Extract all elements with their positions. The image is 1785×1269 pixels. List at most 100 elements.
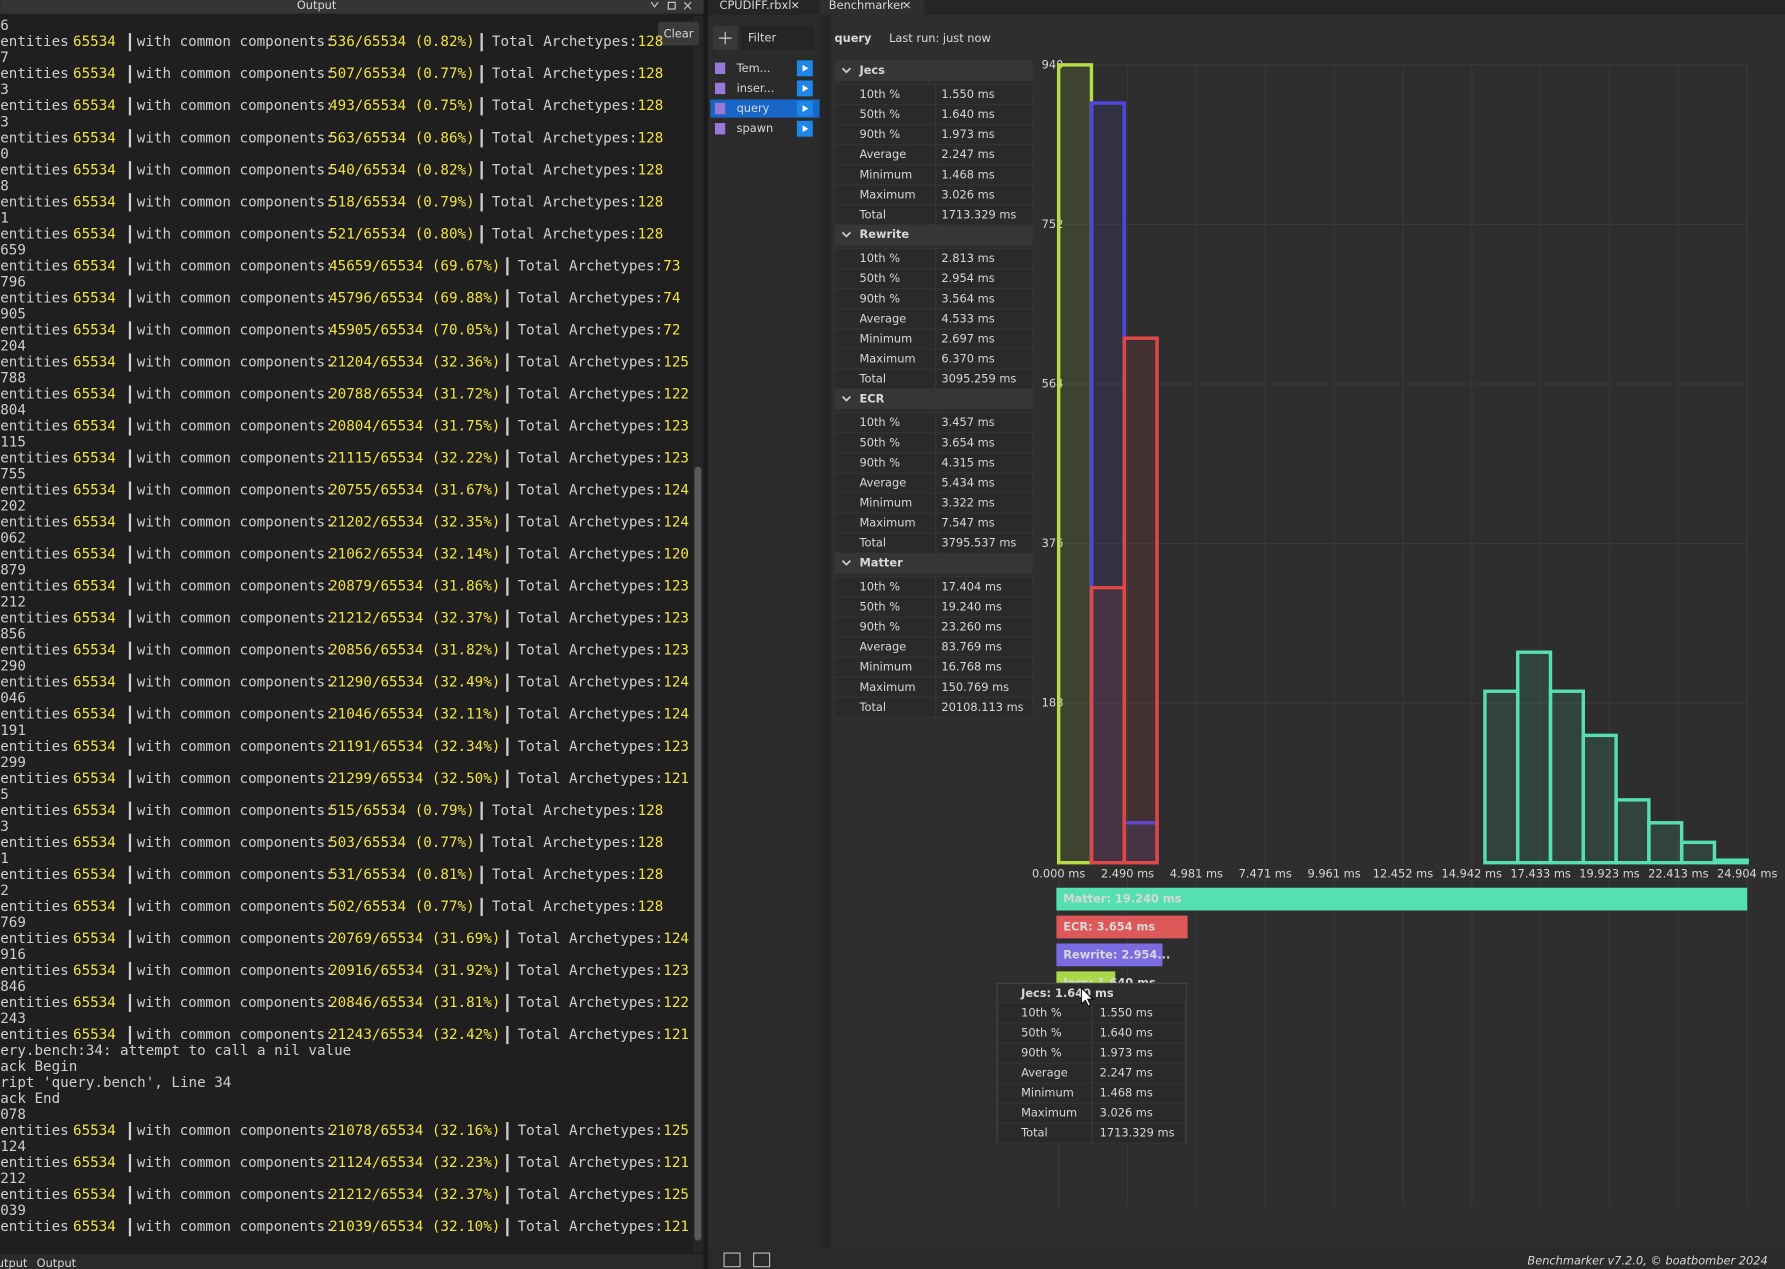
log-label: entities (0, 322, 68, 338)
median-bar[interactable] (1056, 943, 1163, 967)
log-line: ript 'query.bench', Line 34 (0, 1075, 231, 1091)
log-label: with common components: (137, 547, 334, 563)
log-entities: 65534 (73, 899, 116, 915)
stats-header[interactable] (834, 224, 1033, 245)
stats-value: 3795.537 ms (941, 536, 1016, 550)
tooltip-value: 2.247 ms (1100, 1066, 1153, 1080)
log-fragment: 916 (0, 947, 26, 963)
histogram-bar (1483, 689, 1520, 865)
tooltip-label: Average (1021, 1066, 1068, 1080)
log-entities: 65534 (73, 1155, 116, 1171)
tooltip-label: Maximum (1021, 1106, 1077, 1120)
log-label: Total Archetypes: (492, 34, 638, 50)
log-label: with common components: (137, 130, 334, 146)
log-entities: 65534 (73, 98, 116, 114)
stats-header[interactable] (834, 388, 1033, 410)
chevron (841, 67, 851, 74)
stats-header[interactable] (834, 552, 1033, 574)
log-fragment: 039 (0, 1203, 26, 1219)
sidebar-item[interactable]: inser... (737, 81, 775, 95)
footer: Benchmarker v7.2.0, © boatbomber 2024 (1527, 1254, 1767, 1268)
stats-label: 10th % (859, 579, 900, 593)
log-entities: 65534 (73, 130, 116, 146)
stats-header[interactable] (834, 60, 1033, 81)
log-fragment: 5 (0, 787, 9, 803)
log-label: entities (0, 963, 68, 979)
stats-label: 10th % (859, 251, 900, 265)
log-total: 72 (663, 322, 680, 338)
log-entities: 65534 (73, 675, 116, 691)
window-icons[interactable] (650, 1, 692, 10)
x-tick-label: 12.452 ms (1373, 867, 1433, 881)
tab-close-icons[interactable] (791, 1, 910, 9)
x-tick-label: 19.923 ms (1579, 867, 1639, 881)
log-total: 128 (638, 226, 664, 242)
x-tick-label: 22.413 ms (1648, 867, 1708, 881)
stats-value: 2.697 ms (941, 331, 994, 345)
log-common: 507/65534 (0.77%) (329, 66, 475, 82)
log-label: with common components: (137, 515, 334, 531)
log-total: 125 (663, 1187, 689, 1203)
output-titlebar (0, 0, 704, 14)
log-fragment: 846 (0, 979, 26, 995)
log-label: with common components: (137, 98, 334, 114)
log-total: 123 (663, 643, 689, 659)
log-fragment: 1 (0, 851, 9, 867)
log-common: 20916/65534 (31.92%) (329, 963, 500, 979)
filter-input[interactable] (741, 26, 814, 51)
script-icon (714, 123, 726, 135)
log-label: entities (0, 547, 68, 563)
log-label: with common components: (137, 579, 334, 595)
log-fragment: 212 (0, 595, 26, 611)
histogram-bar (1647, 821, 1684, 865)
log-label: entities (0, 354, 68, 370)
play-icon (802, 125, 809, 133)
log-label: entities (0, 1155, 68, 1171)
log-fragment: 6 (0, 18, 9, 34)
histogram-bar (1056, 63, 1094, 865)
output-bottom-bar (0, 1254, 704, 1269)
median-bar[interactable] (1056, 915, 1188, 939)
stats-value: 3.322 ms (941, 496, 994, 510)
stats-label: Minimum (859, 660, 912, 674)
log-common: 45796/65534 (69.88%) (329, 290, 500, 306)
histogram-bar (1712, 858, 1749, 865)
log-label: entities (0, 611, 68, 627)
sidebar-item[interactable]: query (737, 101, 770, 115)
median-bar[interactable] (1056, 887, 1748, 911)
log-entities: 65534 (73, 419, 116, 435)
log-entities: 65534 (73, 1219, 116, 1235)
log-total: 125 (663, 1123, 689, 1139)
clear-button[interactable] (658, 21, 700, 46)
log-fragment: 204 (0, 338, 26, 354)
x-tick-label: 4.981 ms (1170, 867, 1223, 881)
log-label: with common components: (137, 194, 334, 210)
log-common: 21202/65534 (32.35%) (329, 515, 500, 531)
log-label: Total Archetypes: (518, 547, 664, 563)
log-label: Total Archetypes: (518, 579, 664, 595)
sidebar-item[interactable]: Tem... (736, 61, 771, 75)
log-entities: 65534 (73, 771, 116, 787)
log-label: Total Archetypes: (492, 162, 638, 178)
stats-value: 7.547 ms (941, 516, 994, 530)
stats-value: 83.769 ms (941, 640, 1001, 654)
x-tick-label: 14.942 ms (1442, 867, 1502, 881)
x-tick-label: 2.490 ms (1101, 867, 1154, 881)
chevron (841, 560, 851, 566)
tab-bar (708, 0, 1785, 15)
sidebar-item[interactable]: spawn (737, 121, 774, 135)
sidebar-divider (819, 14, 832, 1269)
log-label: with common components: (137, 162, 334, 178)
log-label: Total Archetypes: (518, 995, 664, 1011)
log-entities: 65534 (73, 1027, 116, 1043)
log-common: 20788/65534 (31.72%) (329, 386, 500, 402)
log-entities: 65534 (73, 194, 116, 210)
log-label: entities (0, 1219, 68, 1235)
toolbar-icons[interactable] (723, 1252, 771, 1268)
scrollbar-thumb[interactable] (694, 466, 702, 1241)
log-label: entities (0, 98, 68, 114)
tab-active[interactable] (819, 0, 925, 15)
log-common: 20856/65534 (31.82%) (329, 643, 500, 659)
stats-value: 3.457 ms (941, 415, 994, 429)
